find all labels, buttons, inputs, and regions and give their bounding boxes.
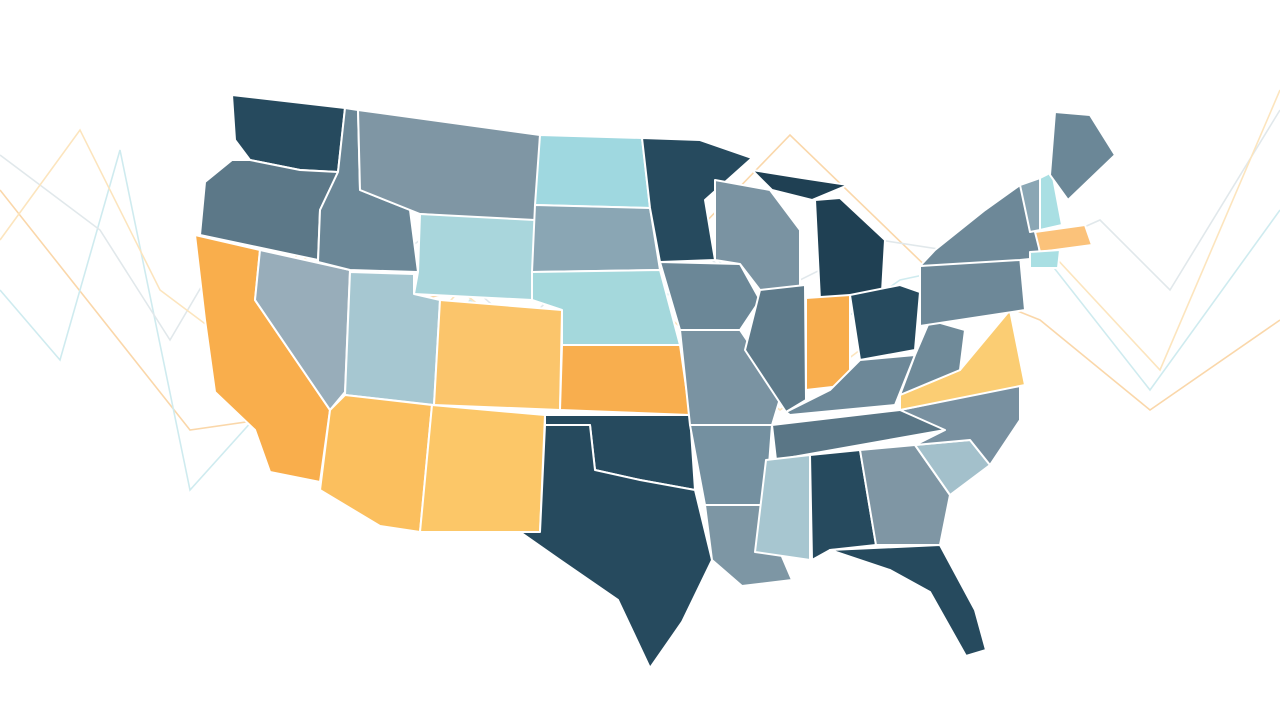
state <box>679 329 783 426</box>
state <box>319 394 433 533</box>
state <box>849 284 921 361</box>
state <box>419 404 546 533</box>
state <box>413 213 536 301</box>
state <box>641 137 753 263</box>
state <box>1049 111 1116 201</box>
state <box>689 424 773 506</box>
state <box>751 169 849 201</box>
states <box>194 94 1116 669</box>
state <box>704 504 793 587</box>
state <box>531 204 661 273</box>
state <box>1039 171 1063 231</box>
state <box>559 344 691 416</box>
state <box>809 449 877 561</box>
state <box>474 424 713 669</box>
state <box>754 454 811 561</box>
state <box>659 261 761 331</box>
state <box>829 544 987 657</box>
state <box>1034 224 1093 253</box>
state <box>1029 249 1061 269</box>
state <box>814 197 886 301</box>
state <box>433 299 563 411</box>
state <box>534 134 651 209</box>
state <box>859 444 951 546</box>
